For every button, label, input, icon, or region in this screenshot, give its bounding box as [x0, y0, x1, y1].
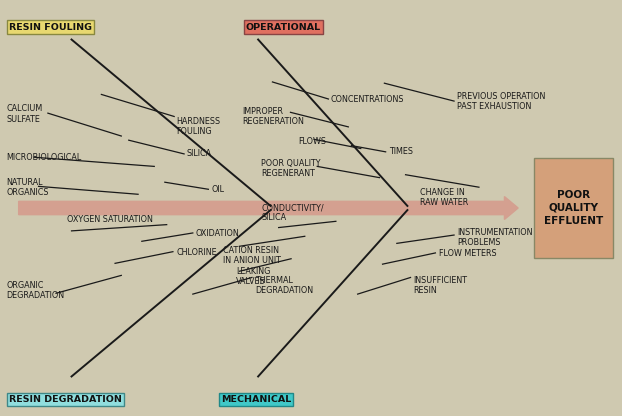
- Text: HARDNESS
FOULING: HARDNESS FOULING: [177, 117, 221, 136]
- Text: RESIN FOULING: RESIN FOULING: [9, 22, 92, 32]
- Text: RESIN DEGRADATION: RESIN DEGRADATION: [9, 395, 122, 404]
- Text: POOR QUALITY
REGENERANT: POOR QUALITY REGENERANT: [261, 158, 321, 178]
- Text: PREVIOUS OPERATION
PAST EXHAUSTION: PREVIOUS OPERATION PAST EXHAUSTION: [457, 92, 545, 111]
- Text: CATION RESIN
IN ANION UNIT: CATION RESIN IN ANION UNIT: [223, 246, 281, 265]
- Text: SILICA: SILICA: [187, 149, 211, 158]
- Text: ORGANIC
DEGRADATION: ORGANIC DEGRADATION: [6, 281, 64, 300]
- Text: OIL: OIL: [211, 185, 225, 194]
- Text: LEAKING
VALVES: LEAKING VALVES: [236, 267, 271, 286]
- Text: FLOW METERS: FLOW METERS: [439, 249, 496, 258]
- Text: POOR
QUALITY
EFFLUENT: POOR QUALITY EFFLUENT: [544, 190, 603, 226]
- Text: CONDUCTIVITY/
SILICA: CONDUCTIVITY/ SILICA: [261, 203, 324, 222]
- Text: OXYGEN SATURATION: OXYGEN SATURATION: [67, 215, 153, 224]
- Text: MECHANICAL: MECHANICAL: [221, 395, 291, 404]
- Text: OPERATIONAL: OPERATIONAL: [246, 22, 321, 32]
- FancyBboxPatch shape: [534, 158, 613, 258]
- Text: THERMAL
DEGRADATION: THERMAL DEGRADATION: [255, 276, 313, 295]
- Text: TIMES: TIMES: [389, 147, 413, 156]
- Text: CALCIUM
SULFATE: CALCIUM SULFATE: [6, 104, 42, 124]
- Text: CONCENTRATIONS: CONCENTRATIONS: [331, 94, 404, 104]
- FancyArrow shape: [19, 197, 518, 220]
- Text: OXIDATION: OXIDATION: [196, 229, 239, 238]
- Text: NATURAL
ORGANICS: NATURAL ORGANICS: [6, 178, 49, 197]
- Text: FLOWS: FLOWS: [299, 137, 327, 146]
- Text: IMPROPER
REGENERATION: IMPROPER REGENERATION: [243, 107, 304, 126]
- Text: INSTRUMENTATION
PROBLEMS: INSTRUMENTATION PROBLEMS: [457, 228, 532, 247]
- Text: INSUFFICIENT
RESIN: INSUFFICIENT RESIN: [414, 276, 468, 295]
- Text: MICROBIOLOGICAL: MICROBIOLOGICAL: [6, 153, 81, 162]
- Text: CHANGE IN
RAW WATER: CHANGE IN RAW WATER: [420, 188, 468, 207]
- Text: CHLORINE: CHLORINE: [176, 248, 216, 257]
